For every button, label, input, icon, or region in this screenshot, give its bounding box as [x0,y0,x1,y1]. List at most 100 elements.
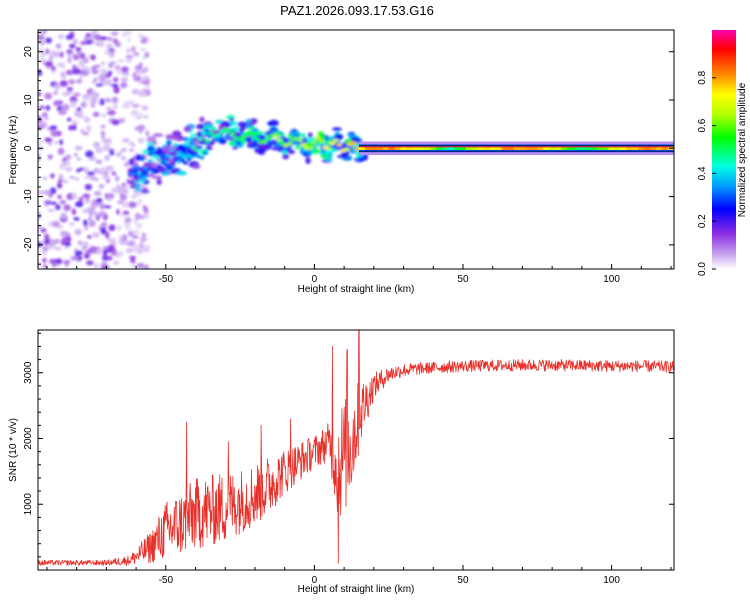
stable-line-segment [454,146,461,150]
stable-line-segment [537,146,544,150]
spectrogram-noise-cell [49,238,57,247]
spectrogram-noise-cell [138,128,143,135]
spectrogram-track-core [147,159,154,163]
spectrogram-branch-core [163,163,169,167]
spectrogram-noise-cell [41,112,48,118]
spectrogram-noise-cell [105,78,113,86]
spectrogram-noise-cell [66,87,74,91]
spectrogram-noise-cell [45,244,54,250]
spectrogram-signal-cell [305,157,311,164]
spectrogram-track-core [250,132,257,137]
spectrogram-noise-cell [113,86,120,94]
spectrogram-signal-cell [195,123,205,130]
spectrogram-noise-cell [80,128,85,134]
spectrogram-noise-cell [59,199,67,205]
spectrogram-branch-core [157,164,163,169]
spectrogram-noise-cell [130,195,138,199]
stable-line-segment [465,146,473,150]
spectrogram-noise-cell [42,176,48,181]
spectrogram-noise-cell [130,142,136,147]
x-tick-label: 50 [457,274,469,285]
spectrogram-noise-cell [107,62,114,68]
spectrogram-noise-cell [139,47,147,52]
spectrogram-noise-cell [145,84,150,89]
spectrogram-noise-cell [39,30,45,37]
spectrogram-track-core [240,135,246,139]
spectrogram-noise-cell [120,66,129,73]
spectrogram-branch-core [199,156,205,160]
spectrogram-noise-cell [93,262,100,269]
spectrogram-noise-cell [42,264,48,269]
spectrogram-branch-core [160,161,166,165]
spectrogram-branch-core [193,151,199,155]
spectrogram-noise-cell [80,101,87,108]
spectrogram-noise-cell [121,201,130,208]
spectrogram-track-core [336,143,343,147]
spectrogram-noise-cell [136,262,145,269]
spectrogram-noise-cell [75,201,84,208]
spectrogram-noise-cell [66,49,74,54]
stable-line-segment [436,146,443,150]
spectrogram-signal-cell [176,170,188,176]
spectrogram-noise-cell [130,232,135,238]
spectrogram-signal-cell [175,144,187,151]
spectrogram-noise-cell [142,245,149,252]
stable-line-segment [567,146,574,150]
spectrogram-noise-cell [73,152,78,157]
spectrogram-noise-cell [107,244,116,251]
spectrogram-noise-cell [78,196,84,203]
spectrogram-noise-cell [93,211,98,219]
spectrogram-noise-cell [133,162,139,166]
spectrogram-noise-cell [98,210,107,218]
stable-line-segment [656,146,663,150]
spectrogram-noise-cell [53,100,62,107]
spectrogram-noise-cell [102,250,108,257]
spectrogram-noise-cell [114,42,122,47]
x-tick-label: 0 [312,575,318,586]
spectrogram-noise-cell [116,224,121,232]
x-tick-label: -50 [159,274,174,285]
spectrogram-signal-cell [156,179,162,186]
stable-line-segment [584,146,592,150]
spectrogram-noise-cell [71,124,77,131]
spectrogram-noise-cell [137,137,146,143]
spectrogram-signal-cell [306,149,313,155]
spectrogram-track-core [176,151,182,155]
stable-line-segment [483,146,491,150]
spectrogram-noise-cell [85,260,94,266]
stable-line-segment [370,146,378,150]
spectrogram-branch-core [170,164,176,168]
spectrogram-noise-cell [119,194,128,201]
spectrogram-branch-core [179,159,185,163]
spectrogram-noise-cell [50,173,55,179]
spectrogram-noise-cell [96,198,103,203]
spectrogram-noise-cell [109,151,115,156]
spectrogram-noise-cell [53,246,62,251]
spectrogram-track-core [275,137,282,142]
spectrogram-signal-cell [357,157,369,161]
spectrogram-noise-cell [73,92,81,97]
spectrogram-noise-cell [104,193,109,200]
stable-line-segment [578,146,586,150]
spectrogram-noise-cell [106,36,113,42]
spectrogram-track-core [286,141,293,146]
spectrogram-signal-cell [245,119,252,123]
spectrogram-noise-cell [66,117,72,122]
spectrogram-noise-cell [123,138,130,142]
spectrogram-noise-cell [94,177,99,182]
spectrogram-noise-cell [112,96,118,102]
spectrogram-noise-cell [104,98,112,103]
spectrogram-noise-cell [130,257,136,261]
spectrogram-track-core [204,139,211,143]
spectrogram-signal-cell [199,116,205,123]
spectrogram-noise-cell [101,113,107,118]
spectrogram-noise-cell [63,259,71,265]
spectrogram-noise-cell [110,31,119,36]
spectrogram-noise-cell [49,125,58,130]
spectrogram-noise-cell [137,199,143,203]
spectrogram-noise-cell [38,92,42,97]
spectrogram-noise-cell [60,212,68,220]
spectrogram-signal-cell [152,133,164,137]
spectrogram-noise-cell [64,241,72,247]
stable-line-segment [358,146,366,150]
